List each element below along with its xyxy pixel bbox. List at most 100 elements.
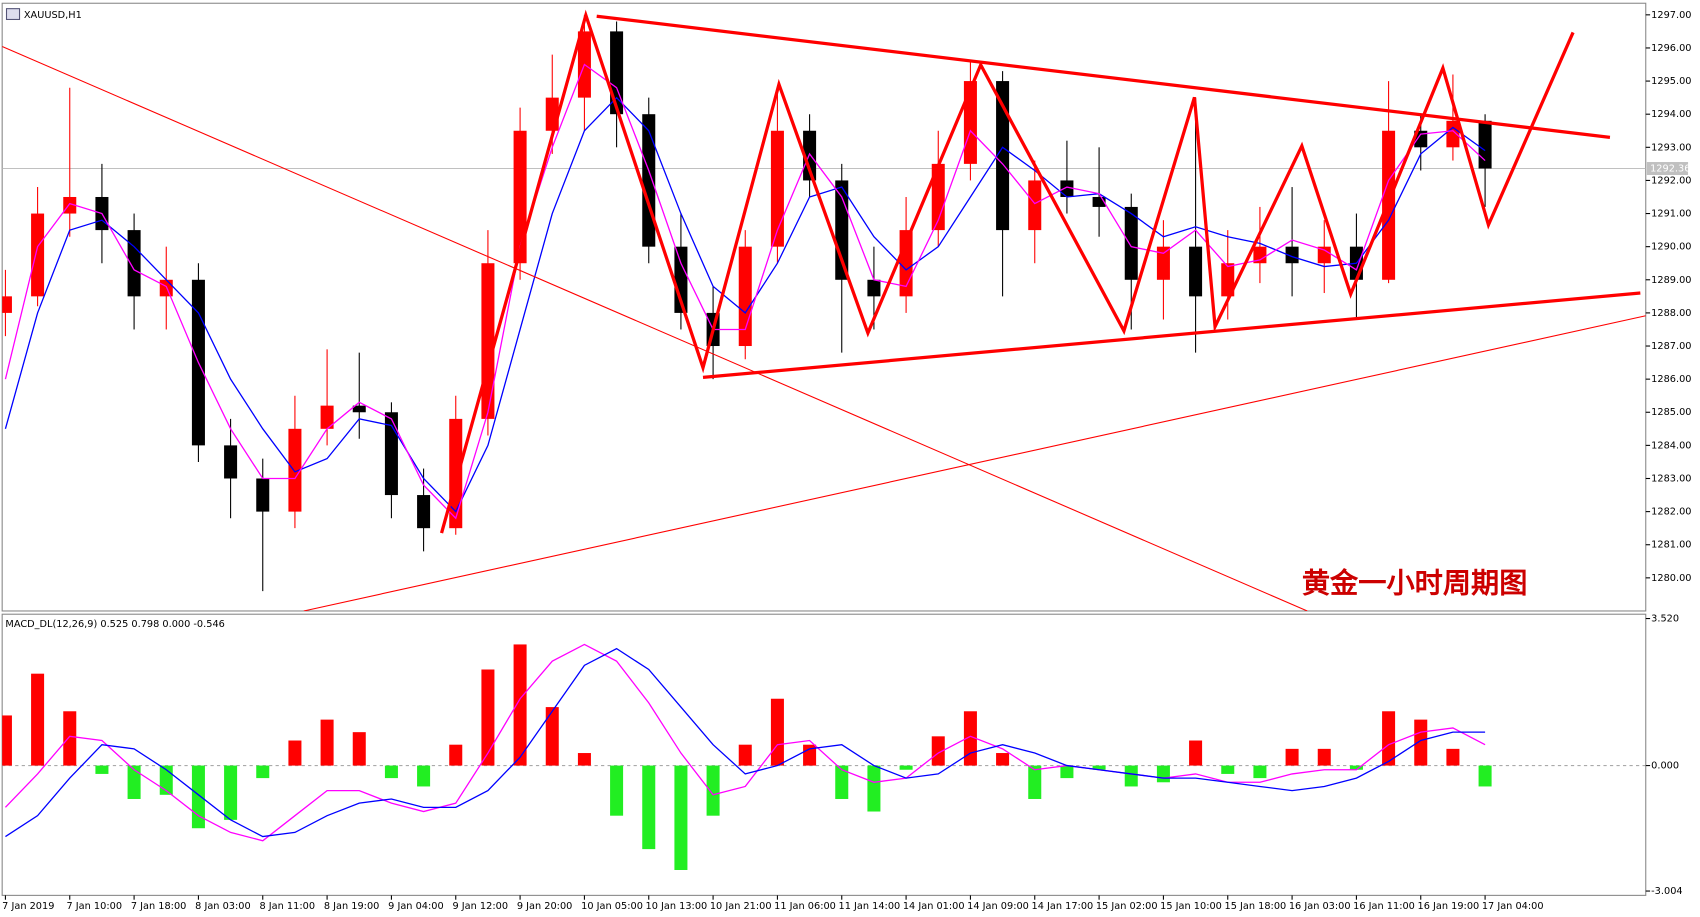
y-tick-label: 3.520 bbox=[1651, 614, 1679, 625]
annotation: 黄金一小时周期图 bbox=[1302, 567, 1528, 600]
histogram-bar bbox=[1253, 765, 1267, 779]
histogram-bar bbox=[513, 644, 527, 766]
histogram-bar bbox=[288, 740, 302, 766]
y-tick-label: 1296.00 bbox=[1651, 43, 1691, 54]
histogram-bar bbox=[1156, 765, 1170, 783]
histogram-bar bbox=[996, 753, 1010, 766]
y-tick-label: 1289.00 bbox=[1651, 275, 1691, 286]
histogram-bar bbox=[417, 765, 431, 787]
x-tick-label: 9 Jan 20:00 bbox=[517, 901, 573, 912]
histogram-bar bbox=[706, 765, 720, 816]
indicator-line bbox=[4, 643, 1486, 842]
zigzag bbox=[439, 9, 1575, 534]
y-tick-label: 1288.00 bbox=[1651, 308, 1691, 319]
histogram-bar bbox=[320, 719, 334, 766]
trendline bbox=[596, 14, 1611, 139]
trendline bbox=[303, 315, 1646, 611]
candle-body bbox=[513, 130, 527, 264]
x-tick-label: 15 Jan 02:00 bbox=[1096, 901, 1158, 912]
candle-body bbox=[417, 495, 431, 529]
histogram-bar bbox=[770, 698, 784, 766]
x-tick-label: 11 Jan 14:00 bbox=[839, 901, 901, 912]
y-tick-label: 1281.00 bbox=[1651, 540, 1691, 551]
candle-body bbox=[1221, 263, 1235, 297]
x-tick-label: 10 Jan 13:00 bbox=[646, 901, 708, 912]
histogram-bar bbox=[1382, 711, 1396, 766]
candle-body bbox=[963, 81, 977, 164]
candle-body bbox=[449, 418, 463, 529]
histogram-bar bbox=[191, 765, 205, 829]
x-tick-label: 14 Jan 17:00 bbox=[1031, 901, 1093, 912]
histogram-bar bbox=[384, 765, 398, 779]
indicator-line bbox=[5, 647, 1486, 838]
x-tick-label: 15 Jan 18:00 bbox=[1224, 901, 1286, 912]
y-tick-label: 1297.00 bbox=[1651, 10, 1691, 21]
y-tick-label: 1284.00 bbox=[1651, 440, 1691, 451]
histogram-bar bbox=[577, 753, 591, 766]
candle-body bbox=[996, 81, 1010, 231]
x-tick-label: 15 Jan 10:00 bbox=[1160, 901, 1222, 912]
x-tick-label: 8 Jan 11:00 bbox=[260, 901, 316, 912]
histogram-bar bbox=[1221, 765, 1235, 774]
candle-body bbox=[835, 180, 849, 280]
indicator-line bbox=[4, 63, 1486, 520]
histogram-bar bbox=[449, 744, 463, 766]
histogram-bar bbox=[1028, 765, 1042, 799]
main-plot bbox=[2, 14, 1646, 592]
indicator-line bbox=[4, 96, 1486, 513]
candle-body bbox=[867, 279, 881, 297]
candle-body bbox=[1092, 196, 1106, 207]
candle-body bbox=[31, 213, 45, 297]
x-tick-label: 14 Jan 01:00 bbox=[903, 901, 965, 912]
histogram-bar bbox=[899, 765, 913, 770]
histogram-bar bbox=[738, 744, 752, 766]
y-tick-label: 1285.00 bbox=[1651, 407, 1691, 418]
chart-title: XAUUSD,H1 bbox=[24, 10, 82, 21]
candle-body bbox=[320, 405, 334, 429]
y-tick-label: 1280.00 bbox=[1651, 573, 1691, 584]
x-tick-label: 9 Jan 12:00 bbox=[453, 901, 509, 912]
histogram-bar bbox=[31, 673, 45, 766]
x-tick-label: 16 Jan 11:00 bbox=[1353, 901, 1415, 912]
x-tick-label: 16 Jan 03:00 bbox=[1289, 901, 1351, 912]
x-tick-label: 10 Jan 21:00 bbox=[710, 901, 772, 912]
histogram-bar bbox=[1285, 748, 1299, 766]
candle-body bbox=[1317, 246, 1331, 264]
candle-body bbox=[931, 163, 945, 231]
candle-body bbox=[1253, 246, 1267, 264]
x-tick-label: 17 Jan 04:00 bbox=[1482, 901, 1544, 912]
histogram-bar bbox=[1092, 765, 1106, 770]
last-price-label: 1292.36 bbox=[1650, 164, 1690, 175]
y-tick-label: 1283.00 bbox=[1651, 474, 1691, 485]
histogram-bar bbox=[610, 765, 624, 816]
histogram-bar bbox=[224, 765, 238, 820]
indicator-title: MACD_DL(12,26,9) 0.525 0.798 0.000 -0.54… bbox=[5, 619, 224, 630]
histogram-bar bbox=[642, 765, 656, 850]
histogram-bar bbox=[1124, 765, 1138, 787]
y-tick-label: 1293.00 bbox=[1651, 142, 1691, 153]
histogram-bar bbox=[352, 732, 366, 766]
candle-body bbox=[1446, 120, 1460, 148]
histogram-bar bbox=[256, 765, 270, 779]
candle-body bbox=[1189, 246, 1203, 297]
candle-body bbox=[738, 246, 752, 347]
trendlines bbox=[2, 9, 1646, 611]
y-tick-label: 1286.00 bbox=[1651, 374, 1691, 385]
last-price-box bbox=[1646, 162, 1689, 175]
candle-body bbox=[288, 428, 302, 512]
histogram-bar bbox=[1189, 740, 1203, 766]
histogram-bar bbox=[1478, 765, 1492, 787]
candle-body bbox=[1156, 246, 1170, 280]
candle-body bbox=[1124, 206, 1138, 280]
candle-body bbox=[770, 130, 784, 247]
histogram-bar bbox=[63, 711, 77, 766]
x-tick-label: 7 Jan 10:00 bbox=[67, 901, 123, 912]
candle-body bbox=[1285, 246, 1299, 264]
symbol-icon bbox=[5, 8, 21, 21]
candle-body bbox=[1060, 180, 1074, 197]
x-tick-label: 7 Jan 2019 bbox=[2, 901, 54, 912]
x-tick-label: 16 Jan 19:00 bbox=[1417, 901, 1479, 912]
y-tick-label: 1291.00 bbox=[1651, 209, 1691, 220]
